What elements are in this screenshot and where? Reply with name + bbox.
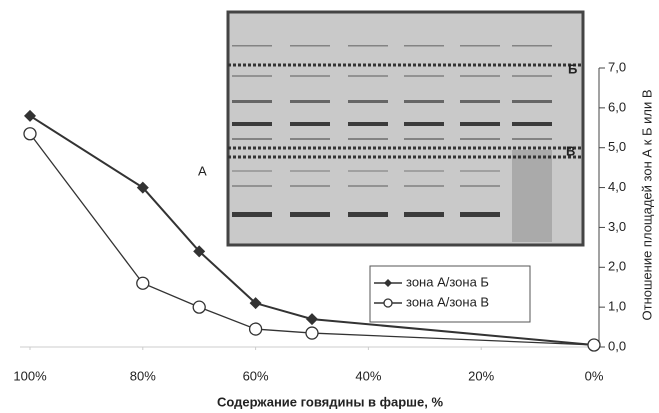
- gel-band: [512, 138, 552, 140]
- gel-band: [460, 100, 500, 103]
- y-tick-label: 5,0: [608, 139, 626, 154]
- gel-band: [232, 45, 272, 47]
- gel-band: [232, 100, 272, 103]
- gel-band: [404, 185, 444, 187]
- legend-box: [369, 265, 531, 323]
- gel-band: [232, 185, 272, 187]
- marker: [306, 313, 318, 326]
- gel-band: [348, 170, 388, 172]
- gel-band: [404, 45, 444, 47]
- gel-band: [232, 138, 272, 140]
- gel-band: [232, 75, 272, 77]
- gel-image: [226, 10, 585, 247]
- y-tick-label: 3,0: [608, 219, 626, 234]
- marker: [136, 181, 149, 194]
- gel-band: [348, 100, 388, 103]
- line: [29, 133, 595, 346]
- y-tick-label: 6,0: [608, 99, 626, 114]
- legend-label: зона А/зона Б: [406, 274, 489, 289]
- gel-band: [348, 138, 388, 140]
- marker: [24, 109, 36, 122]
- gel-band: [512, 122, 552, 126]
- gel-band: [460, 75, 500, 77]
- gel-band: [404, 122, 444, 126]
- gel-band: [348, 185, 388, 187]
- marker: [305, 326, 319, 340]
- gel-band: [512, 100, 552, 103]
- gel-band: [404, 138, 444, 140]
- marker: [192, 300, 206, 314]
- y-axis-title: Отношение площадей зон А к Б или В: [639, 90, 654, 321]
- marker: [248, 322, 263, 336]
- x-tick-label: 40%: [355, 368, 381, 383]
- marker: [587, 338, 601, 352]
- gel-band: [290, 212, 330, 217]
- gel-band: [404, 212, 444, 217]
- gel-band: [232, 170, 272, 172]
- x-tick-label: 100%: [13, 368, 47, 383]
- x-tick-label: 0%: [585, 368, 604, 383]
- gel-band: [404, 170, 444, 172]
- annotation: А: [198, 163, 207, 178]
- gel-band: [460, 170, 500, 172]
- gel-band: [232, 212, 272, 217]
- x-axis-title: Содержание говядины в фарше, %: [217, 394, 444, 409]
- y-tick-label: 2,0: [608, 259, 626, 274]
- gel-band: [348, 212, 388, 217]
- gel-band: [290, 185, 330, 187]
- legend-marker: [383, 298, 393, 308]
- legend-label: зона А/зона В: [406, 294, 489, 309]
- gel-band: [290, 45, 330, 47]
- annotation: В: [566, 143, 575, 158]
- gel-band: [290, 122, 330, 126]
- x-tick-label: 20%: [468, 368, 494, 383]
- y-tick-label: 1,0: [608, 299, 626, 314]
- gel-band: [404, 100, 444, 103]
- annotation: Б: [568, 61, 577, 76]
- gel-band: [460, 45, 500, 47]
- legend-marker: [384, 279, 392, 287]
- x-tick-label: 60%: [243, 368, 269, 383]
- gel-band: [460, 212, 500, 217]
- gel-band: [460, 185, 500, 187]
- x-tick-label: 80%: [130, 368, 156, 383]
- gel-band: [512, 75, 552, 77]
- gel-band: [348, 45, 388, 47]
- y-tick-label: 7,0: [608, 59, 626, 74]
- y-tick-label: 0,0: [608, 338, 626, 353]
- gel-band: [290, 100, 330, 103]
- gel-lane: [512, 150, 552, 242]
- gel-band: [348, 75, 388, 77]
- marker: [23, 127, 37, 141]
- gel-band: [232, 122, 272, 126]
- marker: [136, 276, 150, 290]
- marker: [249, 297, 262, 310]
- gel-band: [348, 122, 388, 126]
- gel-band: [512, 45, 552, 47]
- y-tick-label: 4,0: [608, 179, 626, 194]
- gel-band: [290, 138, 330, 140]
- gel-band: [290, 75, 330, 77]
- marker: [193, 245, 206, 258]
- gel-band: [460, 138, 500, 140]
- gel-band: [460, 122, 500, 126]
- gel-band: [404, 75, 444, 77]
- gel-band: [290, 170, 330, 172]
- line: [29, 114, 595, 347]
